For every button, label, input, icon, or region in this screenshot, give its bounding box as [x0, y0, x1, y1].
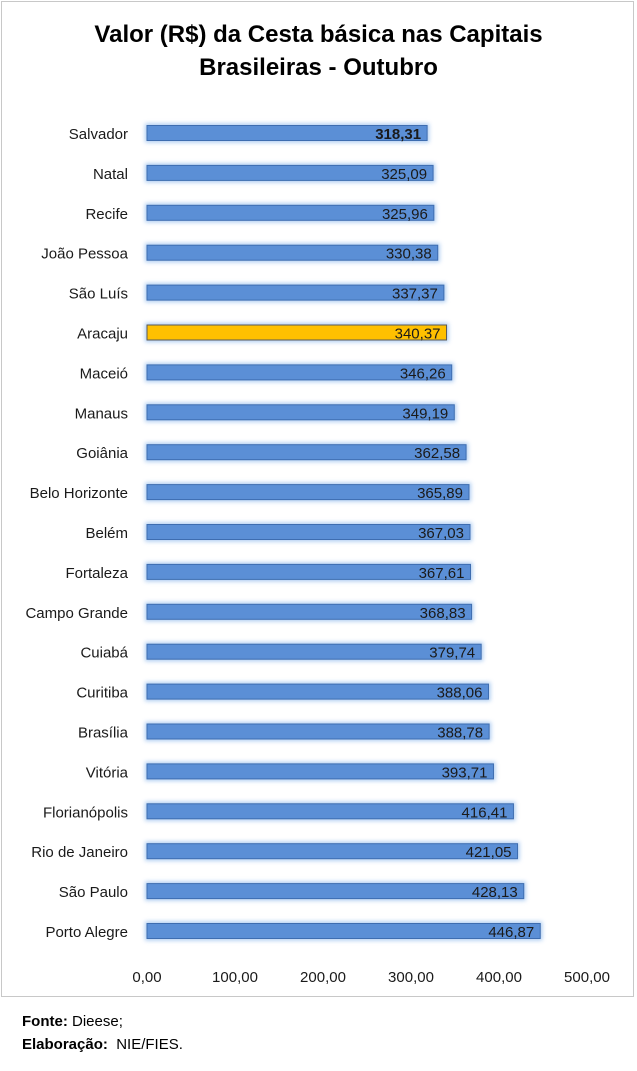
bar-value-label: 365,89: [417, 485, 463, 502]
x-tick-label: 100,00: [212, 969, 258, 986]
x-tick-label: 0,00: [132, 969, 161, 986]
source-line: Fonte: Dieese;: [22, 1010, 183, 1033]
bar-brasília: [146, 723, 490, 740]
source-value: Dieese;: [67, 1013, 123, 1030]
made-by-label: Elaboração:: [22, 1036, 108, 1053]
bar-salvador: [146, 125, 428, 141]
category-label: Recife: [85, 206, 128, 223]
chart-title-line-1: Valor (R$) da Cesta básica nas Capitais: [94, 21, 543, 48]
category-label: Goiânia: [76, 445, 128, 462]
bar-value-label: 325,09: [381, 166, 427, 183]
category-label: Fortaleza: [65, 565, 128, 582]
bar-value-label: 367,61: [419, 565, 465, 582]
bar-belém: [146, 524, 471, 540]
source-block: Fonte: Dieese; Elaboração: NIE/FIES.: [22, 1010, 183, 1056]
bar-fortaleza: [146, 563, 471, 580]
bar-cuiabá: [146, 643, 482, 660]
bar-value-label: 416,41: [462, 804, 508, 821]
bar-value-label: 367,03: [418, 525, 464, 542]
chart-title: Valor (R$) da Cesta básica nas Capitais …: [0, 18, 637, 84]
category-label: Belém: [85, 525, 128, 542]
bar-recife: [146, 204, 435, 221]
bar-value-label: 421,05: [466, 844, 512, 861]
bar-curitiba: [146, 683, 489, 700]
bar-rio-de-janeiro: [146, 843, 519, 860]
made-by-value: NIE/FIES.: [107, 1036, 183, 1053]
bar-value-label: 330,38: [386, 246, 432, 263]
category-label: São Luís: [69, 286, 128, 303]
category-label: Belo Horizonte: [30, 485, 128, 502]
bar-belo-horizonte: [146, 484, 470, 501]
x-tick-label: 300,00: [388, 969, 434, 986]
bar-são-paulo: [146, 883, 525, 900]
category-label: Rio de Janeiro: [31, 844, 128, 861]
bar-value-label: 337,37: [392, 286, 438, 303]
category-label: Salvador: [69, 126, 128, 143]
bar-vitória: [146, 763, 494, 780]
bar-value-label: 428,13: [472, 884, 518, 901]
category-label: Cuiabá: [80, 645, 128, 662]
bar-maceió: [146, 364, 453, 381]
category-label: Porto Alegre: [45, 924, 128, 941]
bar-campo-grande: [146, 603, 473, 620]
bar-value-label: 379,74: [429, 645, 475, 662]
bar-aracaju: [146, 324, 448, 341]
category-label: Vitória: [86, 764, 129, 781]
bar-value-label: 340,37: [395, 326, 441, 343]
category-label: Aracaju: [77, 326, 128, 343]
chart-title-line-2: Brasileiras - Outubro: [199, 54, 438, 81]
category-label: Natal: [93, 166, 128, 183]
bar-florianópolis: [146, 803, 514, 820]
bar-joão-pessoa: [146, 244, 439, 261]
category-label: Florianópolis: [43, 804, 128, 821]
bar-value-label: 388,06: [437, 685, 483, 702]
bar-são-luís: [146, 284, 445, 301]
bar-chart: 318,31 325,09 325,96 330,38 337,37 340,37 346,…: [25, 123, 610, 986]
category-label: João Pessoa: [41, 246, 128, 263]
chart-frame: [1, 1, 634, 997]
bar-value-label: 318,31: [375, 126, 421, 143]
x-tick-label: 500,00: [564, 969, 610, 986]
category-label: Brasília: [78, 725, 129, 742]
bar-value-label: 362,58: [414, 445, 460, 462]
category-label: Curitiba: [76, 685, 128, 702]
bar-natal: [146, 164, 434, 181]
category-label: Maceió: [80, 365, 128, 382]
category-label: São Paulo: [59, 884, 128, 901]
bar-value-label: 393,71: [442, 764, 488, 781]
bar-value-label: 349,19: [402, 405, 448, 422]
category-label: Manaus: [75, 405, 128, 422]
bar-manaus: [146, 404, 455, 421]
made-by-line: Elaboração: NIE/FIES.: [22, 1033, 183, 1056]
bar-porto-alegre: [146, 923, 541, 939]
bar-value-label: 346,26: [400, 365, 446, 382]
bar-value-label: 325,96: [382, 206, 428, 223]
x-tick-label: 200,00: [300, 969, 346, 986]
x-tick-label: 400,00: [476, 969, 522, 986]
bar-goiânia: [146, 444, 467, 461]
bar-value-label: 446,87: [488, 924, 534, 941]
source-label: Fonte:: [22, 1013, 68, 1030]
bar-value-label: 368,83: [420, 605, 466, 622]
category-label: Campo Grande: [25, 605, 128, 622]
bar-value-label: 388,78: [437, 725, 483, 742]
